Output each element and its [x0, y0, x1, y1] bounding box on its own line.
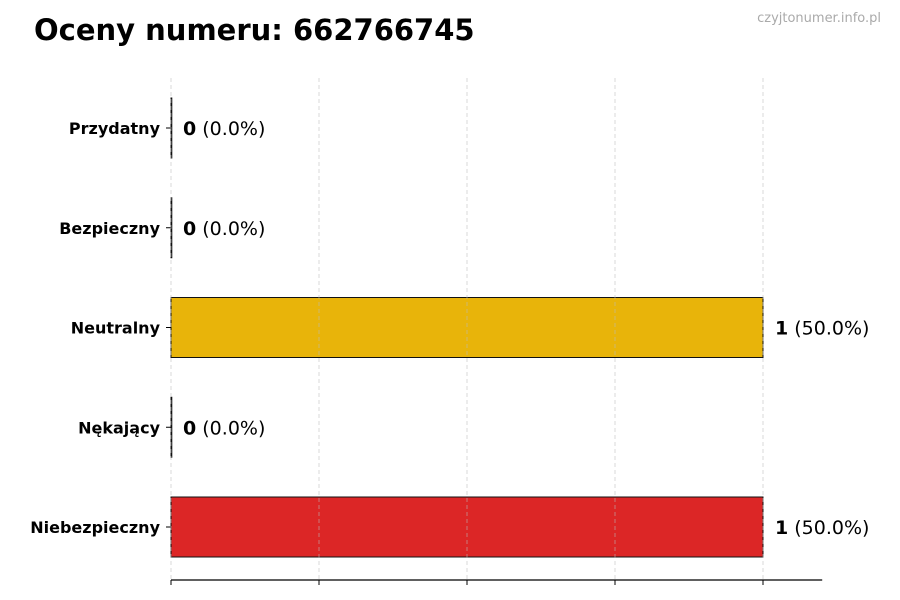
percent: (0.0%) [196, 118, 265, 140]
category-label: Nękający [78, 418, 160, 437]
chart-title: Oceny numeru: 662766745 [34, 13, 475, 47]
percent: (50.0%) [788, 517, 869, 539]
category-label: Bezpieczny [59, 219, 160, 238]
value-label: 0 (0.0%) [183, 218, 265, 240]
watermark: czyjtonumer.info.pl [757, 11, 881, 26]
value-label: 0 (0.0%) [183, 417, 265, 439]
percent: (0.0%) [196, 417, 265, 439]
count: 1 [775, 318, 788, 340]
count: 0 [183, 417, 196, 439]
count: 0 [183, 218, 196, 240]
percent: (50.0%) [788, 318, 869, 340]
value-label: 0 (0.0%) [183, 118, 265, 140]
category-label: Niebezpieczny [30, 518, 160, 537]
count: 0 [183, 118, 196, 140]
category-label: Neutralny [71, 319, 161, 338]
value-label: 1 (50.0%) [775, 517, 869, 539]
count: 1 [775, 517, 788, 539]
bar-2 [170, 297, 764, 358]
category-label: Przydatny [69, 119, 161, 138]
value-label: 1 (50.0%) [775, 318, 869, 340]
percent: (0.0%) [196, 218, 265, 240]
bar-3 [170, 396, 173, 458]
